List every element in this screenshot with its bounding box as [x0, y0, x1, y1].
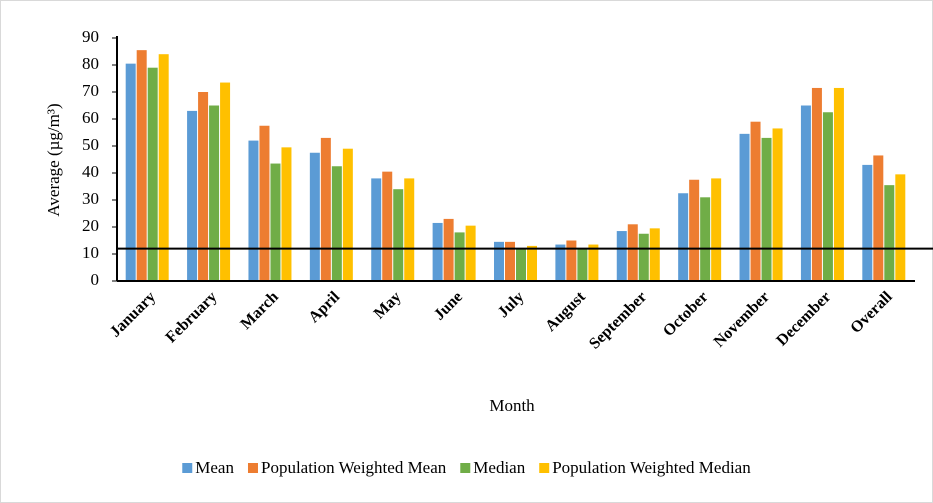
- bar: [700, 197, 711, 281]
- bar: [248, 140, 259, 281]
- legend-swatch: [182, 463, 193, 473]
- y-tick-label: 80: [82, 54, 99, 73]
- bar: [371, 178, 382, 281]
- bar: [342, 148, 353, 281]
- bar: [739, 133, 750, 281]
- y-tick-label: 90: [82, 27, 99, 46]
- legend-swatch: [247, 463, 258, 473]
- bar: [873, 155, 884, 281]
- bar: [822, 112, 833, 281]
- legend-label: Mean: [195, 458, 234, 477]
- legend-swatch: [539, 463, 550, 473]
- bar: [443, 218, 454, 281]
- legend-label: Population Weighted Mean: [261, 458, 447, 477]
- bar: [393, 189, 404, 281]
- y-axis-title: Average (µg/m³): [44, 103, 63, 216]
- y-tick-label: 50: [82, 135, 99, 154]
- x-axis-title: Month: [489, 396, 535, 415]
- bar: [678, 193, 689, 281]
- y-tick-label: 70: [82, 81, 99, 100]
- bar: [309, 152, 320, 281]
- y-tick-label: 60: [82, 108, 99, 127]
- legend-swatch: [460, 463, 471, 473]
- bar: [505, 241, 515, 281]
- bar: [136, 50, 147, 282]
- legend-label: Median: [473, 458, 525, 477]
- bar: [404, 178, 415, 281]
- y-tick-label: 10: [82, 243, 99, 262]
- y-tick-label: 0: [91, 270, 100, 289]
- bar: [895, 174, 906, 281]
- bar: [833, 87, 844, 281]
- bar: [331, 166, 342, 281]
- bar: [158, 54, 169, 282]
- bar: [761, 137, 772, 281]
- bar: [382, 171, 393, 281]
- bar: [125, 63, 136, 282]
- bar: [811, 87, 822, 281]
- bar: [187, 110, 198, 282]
- bar: [566, 240, 577, 281]
- bar: [711, 178, 722, 281]
- bar: [494, 241, 504, 281]
- bar: [649, 228, 660, 281]
- bar: [884, 185, 895, 281]
- bar: [270, 163, 281, 281]
- bar: [689, 179, 700, 281]
- y-tick-label: 40: [82, 162, 99, 181]
- y-tick-label: 30: [82, 189, 99, 208]
- bar: [198, 92, 209, 281]
- bar: [577, 248, 588, 281]
- bar: [750, 121, 761, 281]
- bar: [465, 225, 476, 281]
- bar: [220, 82, 231, 281]
- bar: [209, 105, 220, 281]
- bar: [800, 105, 811, 281]
- bar: [281, 147, 292, 281]
- bar: [432, 222, 443, 281]
- bar: [638, 233, 649, 281]
- bar: [616, 231, 627, 281]
- legend-label: Population Weighted Median: [552, 458, 751, 477]
- bar: [527, 245, 537, 281]
- bar: [320, 137, 331, 281]
- bar: [147, 67, 158, 281]
- bar: [555, 244, 566, 281]
- bar: [772, 128, 783, 281]
- bar: [588, 244, 599, 281]
- bar: [454, 232, 465, 281]
- bar: [259, 125, 270, 281]
- y-tick-label: 20: [82, 216, 99, 235]
- bar: [627, 224, 638, 281]
- bar: [862, 164, 873, 281]
- bar: [516, 248, 526, 281]
